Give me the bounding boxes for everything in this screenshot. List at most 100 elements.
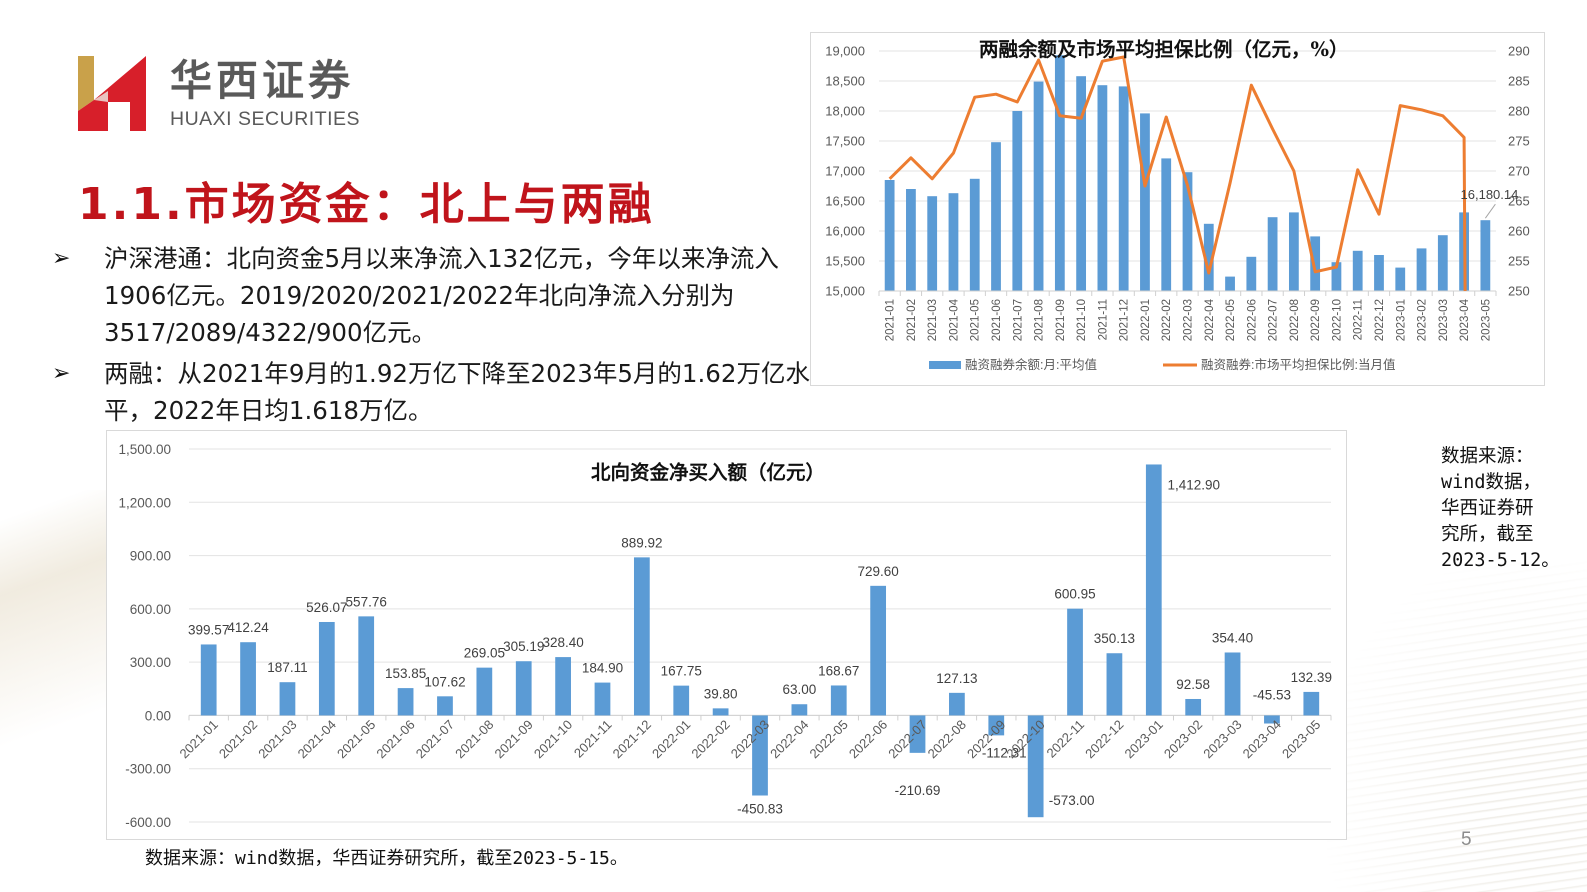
bar-2021-10 — [1076, 76, 1087, 291]
svg-text:2021-10: 2021-10 — [1076, 299, 1088, 341]
svg-text:2021-08: 2021-08 — [452, 717, 496, 761]
svg-text:2022-02: 2022-02 — [688, 717, 732, 761]
bar-2021-11 — [1097, 85, 1108, 291]
svg-text:526.07: 526.07 — [306, 600, 347, 615]
svg-text:17,500: 17,500 — [825, 134, 865, 149]
svg-text:2023-01: 2023-01 — [1395, 299, 1407, 341]
bar-2021-05 — [358, 616, 375, 716]
bar-2022-07 — [1267, 217, 1278, 291]
svg-text:2022-04: 2022-04 — [767, 717, 811, 761]
svg-text:600.95: 600.95 — [1054, 587, 1095, 602]
svg-text:2023-04: 2023-04 — [1459, 298, 1471, 341]
bar-2023-05 — [1303, 691, 1320, 716]
svg-text:2021-04: 2021-04 — [948, 298, 960, 341]
bar-2021-07 — [1012, 111, 1023, 291]
svg-text:18,500: 18,500 — [825, 74, 865, 89]
svg-text:2023-03: 2023-03 — [1200, 717, 1244, 761]
arrow-bullet-icon: ➢ — [52, 246, 71, 271]
bar-2022-04 — [1203, 223, 1214, 291]
bar-2022-10 — [1331, 262, 1342, 291]
svg-text:-573.00: -573.00 — [1049, 793, 1095, 808]
bullet-text: 两融：从2021年9月的1.92万亿下降至2023年5月的1.62万亿水平，20… — [104, 359, 810, 425]
bullet-margin-trading: ➢ 两融：从2021年9月的1.92万亿下降至2023年5月的1.62万亿水平，… — [52, 355, 812, 429]
huaxi-logo-icon — [78, 56, 146, 131]
bar-2021-01 — [884, 180, 895, 291]
svg-text:2022-05: 2022-05 — [807, 717, 851, 761]
svg-text:168.67: 168.67 — [818, 663, 859, 678]
bar-2023-01 — [1395, 267, 1406, 291]
bar-2021-12 — [1118, 86, 1129, 292]
svg-text:-210.69: -210.69 — [895, 783, 941, 798]
source-line: 2023-5-12。 — [1441, 550, 1560, 571]
background-decoration-right — [1327, 560, 1587, 892]
svg-text:1,200.00: 1,200.00 — [118, 495, 171, 510]
bottom-data-source: 数据来源：wind数据，华西证券研究所，截至2023-5-15。 — [145, 848, 628, 869]
logo-english-name: HUAXI SECURITIES — [170, 108, 361, 130]
svg-text:19,000: 19,000 — [825, 44, 865, 59]
svg-text:260: 260 — [1508, 224, 1530, 239]
svg-text:2022-10: 2022-10 — [1331, 299, 1343, 341]
bar-2022-09 — [1310, 236, 1321, 291]
bar-2021-02 — [240, 642, 256, 716]
svg-text:-450.83: -450.83 — [737, 802, 783, 817]
svg-text:15,500: 15,500 — [825, 254, 865, 269]
svg-text:412.24: 412.24 — [227, 620, 269, 635]
bar-2021-04 — [948, 193, 959, 291]
svg-text:350.13: 350.13 — [1094, 631, 1135, 646]
bar-2022-02 — [1161, 158, 1172, 291]
svg-text:2021-01: 2021-01 — [885, 299, 897, 341]
svg-text:16,180.14: 16,180.14 — [1461, 187, 1519, 202]
svg-text:250: 250 — [1508, 284, 1530, 299]
bar-2022-03 — [752, 715, 768, 796]
bar-2023-03 — [1437, 235, 1448, 291]
svg-text:2023-02: 2023-02 — [1161, 717, 1205, 761]
svg-text:2023-04: 2023-04 — [1240, 717, 1284, 761]
bullet-northbound: ➢ 沪深港通：北向资金5月以来净流入132亿元，今年以来净流入1906亿元。20… — [52, 240, 812, 351]
svg-text:2023-05: 2023-05 — [1279, 717, 1323, 761]
bar-2023-03 — [1224, 652, 1241, 716]
svg-text:285: 285 — [1508, 74, 1530, 89]
svg-text:融资融券余额:月:平均值: 融资融券余额:月:平均值 — [965, 357, 1097, 372]
svg-text:2022-11: 2022-11 — [1353, 299, 1365, 340]
source-line: 数据来源： — [1441, 446, 1534, 467]
chart-title: 两融余额及市场平均担保比例（亿元，%） — [979, 38, 1349, 61]
bar-2022-05 — [1225, 276, 1235, 291]
svg-text:557.76: 557.76 — [346, 594, 387, 609]
svg-text:18,000: 18,000 — [825, 104, 865, 119]
svg-text:2023-05: 2023-05 — [1480, 299, 1492, 341]
svg-text:2022-11: 2022-11 — [1043, 717, 1087, 761]
side-data-source: 数据来源： wind数据， 华西证券研 究所，截至 2023-5-12。 — [1441, 444, 1581, 574]
svg-text:270: 270 — [1508, 164, 1530, 179]
svg-text:2022-12: 2022-12 — [1082, 717, 1126, 761]
svg-text:2022-06: 2022-06 — [1246, 299, 1258, 341]
svg-text:2022-08: 2022-08 — [1289, 299, 1301, 341]
svg-text:融资融券:市场平均担保比例:当月值: 融资融券:市场平均担保比例:当月值 — [1201, 357, 1395, 372]
svg-text:2021-06: 2021-06 — [373, 717, 417, 761]
svg-text:2023-01: 2023-01 — [1122, 717, 1166, 761]
svg-text:184.90: 184.90 — [582, 661, 623, 676]
svg-text:2021-07: 2021-07 — [413, 717, 457, 761]
bar-2022-06 — [870, 585, 887, 716]
svg-text:889.92: 889.92 — [621, 535, 662, 550]
arrow-bullet-icon: ➢ — [52, 361, 71, 386]
svg-text:2021-12: 2021-12 — [610, 717, 654, 761]
svg-text:2022-08: 2022-08 — [925, 717, 969, 761]
bar-2022-06 — [1246, 256, 1257, 291]
company-logo: 华西证券 HUAXI SECURITIES — [78, 56, 378, 136]
svg-text:167.75: 167.75 — [661, 664, 702, 679]
svg-text:2021-10: 2021-10 — [531, 717, 575, 761]
svg-text:300.00: 300.00 — [130, 655, 171, 670]
svg-text:399.57: 399.57 — [188, 622, 229, 637]
bar-2022-11 — [1067, 608, 1083, 716]
bar-2021-06 — [991, 142, 1001, 291]
bar-2023-05 — [1480, 220, 1491, 291]
svg-text:2021-07: 2021-07 — [1012, 299, 1024, 341]
svg-text:2022-03: 2022-03 — [1183, 299, 1195, 341]
bar-2021-08 — [1033, 81, 1044, 291]
bar-2022-08 — [1288, 212, 1299, 291]
svg-text:269.05: 269.05 — [464, 646, 505, 661]
svg-text:2022-09: 2022-09 — [1310, 299, 1322, 341]
bar-2022-01 — [1140, 113, 1150, 292]
svg-text:2021-11: 2021-11 — [571, 717, 615, 761]
bar-2021-05 — [969, 178, 980, 291]
